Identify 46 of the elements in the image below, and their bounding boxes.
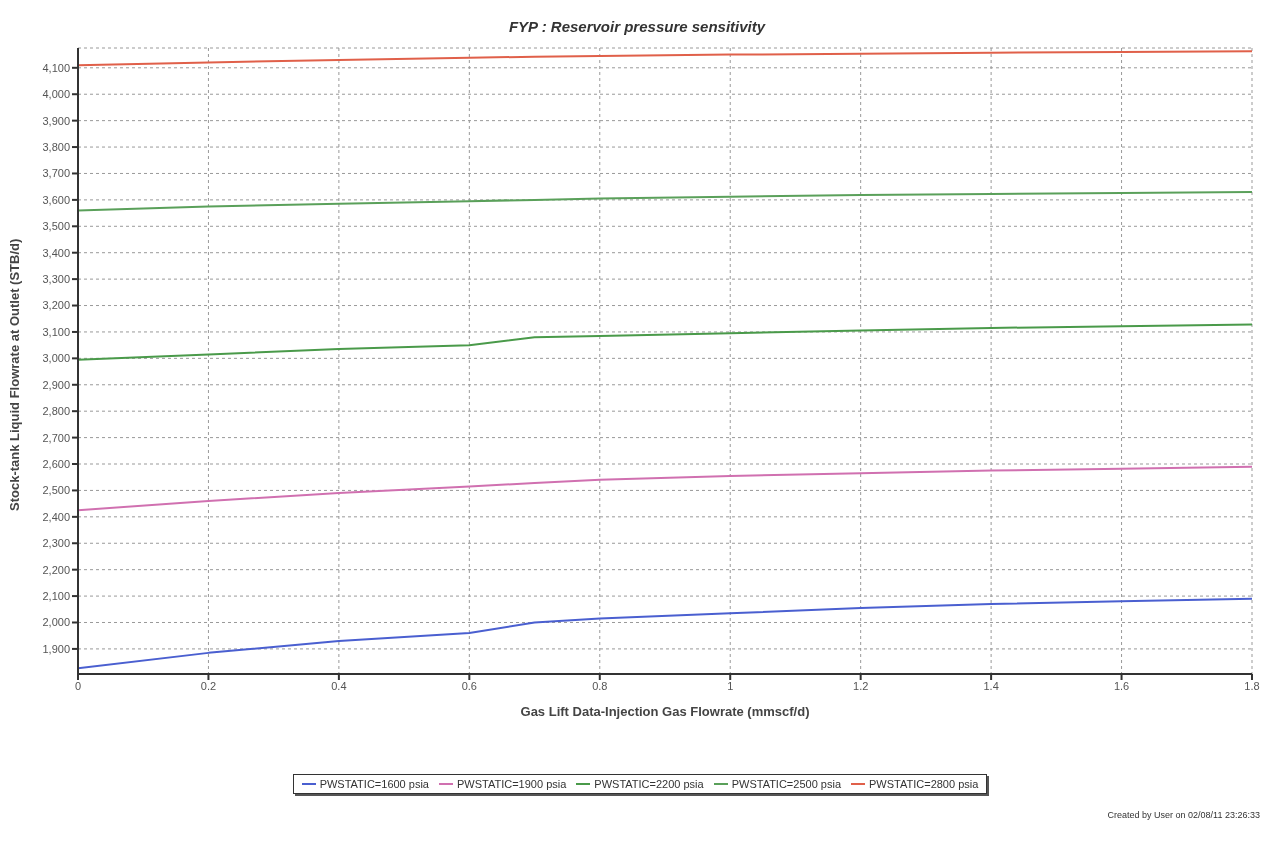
line-series (78, 190, 1252, 212)
x-tick-label: 1.2 (853, 679, 869, 692)
y-tick-label: 3,500 (42, 220, 70, 233)
text: Created by User on 02/08/11 23:26:33 (1107, 810, 1260, 820)
line-series (78, 597, 1252, 670)
y-tick-label: 3,100 (42, 325, 70, 338)
y-tick-label: 2,500 (42, 484, 70, 497)
legend-label: PWSTATIC=1600 psia (318, 778, 429, 790)
line-series (78, 323, 1252, 361)
x-axis-title: Gas Lift Data-Injection Gas Flowrate (mmscf/d) (520, 704, 810, 719)
x-tick-label: 0.2 (200, 679, 217, 692)
y-tick-label: 2,400 (42, 510, 70, 523)
y-tick-label: 2,000 (42, 616, 70, 629)
y-tick-label: 2,200 (42, 563, 70, 576)
y-tick-label: 1,900 (42, 642, 70, 655)
line-series (78, 465, 1252, 512)
legend-label: PWSTATIC=2800 psia (868, 778, 979, 790)
y-tick-label: 3,900 (42, 114, 70, 127)
legend-label: PWSTATIC=1900 psia (456, 778, 567, 790)
x-tick-label: 0.8 (592, 679, 608, 692)
legend-label: PWSTATIC=2500 psia (730, 778, 842, 790)
y-tick-label: 3,300 (42, 273, 70, 286)
y-tick-label: 3,700 (42, 167, 70, 180)
y-axis-title: Stock-tank Liquid Flowrate at Outlet (STB/d) (6, 238, 22, 511)
x-tick-label: 1.6 (1113, 679, 1130, 692)
y-tick-label: 2,700 (42, 431, 70, 444)
y-tick-label: 3,800 (42, 140, 70, 153)
y-tick-label: 4,100 (42, 61, 70, 74)
y-tick-label: 3,200 (42, 299, 70, 312)
y-tick-label: 2,300 (42, 537, 70, 550)
y-tick-label: 2,800 (42, 405, 70, 418)
y-tick-label: 2,900 (42, 378, 70, 391)
y-tick-label: 3,000 (42, 352, 70, 365)
x-tick-label: 1 (727, 679, 734, 692)
y-tick-label: 3,600 (42, 193, 70, 206)
y-tick-label: 2,600 (42, 457, 70, 470)
chart-title: FYP : Reservoir pressure sensitivity (507, 17, 767, 37)
y-tick-label: 3,400 (42, 246, 70, 259)
legend-label: PWSTATIC=2200 psia (593, 778, 704, 790)
x-tick-label: 1.8 (1244, 679, 1260, 692)
x-tick-label: 0 (74, 679, 82, 692)
x-tick-label: 0.6 (461, 679, 477, 692)
y-tick-label: 2,100 (42, 589, 70, 602)
x-tick-label: 1.4 (983, 679, 999, 692)
x-tick-label: 0.4 (331, 679, 347, 692)
y-tick-label: 4,000 (42, 88, 70, 101)
